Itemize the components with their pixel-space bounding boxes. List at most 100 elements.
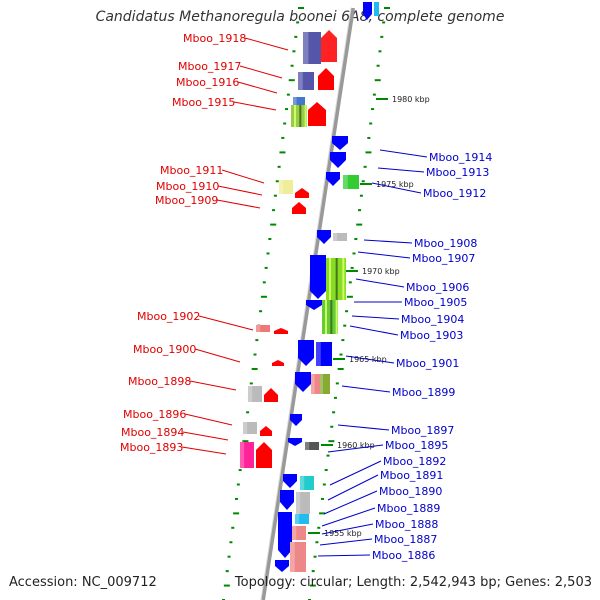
- right-gene-leader-line: [377, 167, 425, 173]
- right-gene-leader-line: [317, 554, 371, 557]
- gene-block-shade: [303, 32, 309, 64]
- left-gene-leader-line: [184, 413, 233, 426]
- reverse-gene-arrow: [290, 414, 302, 426]
- gene-block: [305, 442, 319, 450]
- left-gene-leader-line: [217, 185, 263, 196]
- left-gene-label: Mboo_1915: [172, 96, 235, 109]
- left-gene-leader-line: [182, 431, 229, 441]
- right-gene-label: Mboo_1906: [406, 281, 469, 294]
- gene-block-stripe: [329, 258, 331, 300]
- right-gene-leader-line: [357, 251, 411, 259]
- reverse-gene-arrow: [278, 512, 292, 558]
- forward-gene-arrow: [274, 328, 288, 334]
- right-gene-leader-line: [327, 444, 384, 453]
- gene-block: [316, 342, 332, 366]
- reverse-gene-arrow: [330, 152, 346, 168]
- gene-block-shade: [293, 97, 297, 105]
- gene-block-shade: [333, 233, 338, 241]
- left-gene-label: Mboo_1910: [156, 180, 219, 193]
- right-gene-label: Mboo_1914: [429, 151, 492, 164]
- left-gene-leader-line: [189, 380, 237, 391]
- left-gene-leader-line: [233, 101, 277, 111]
- right-gene-label: Mboo_1888: [375, 518, 438, 531]
- forward-gene-arrow: [308, 102, 326, 126]
- kbp-marker-label: 1975 kbp: [376, 180, 414, 189]
- kbp-marker-label: 1980 kbp: [392, 95, 430, 104]
- right-gene-leader-line: [349, 325, 399, 336]
- right-gene-leader-line: [337, 424, 390, 431]
- left-gene-leader-line: [216, 199, 261, 209]
- forward-gene-arrow: [295, 188, 309, 198]
- right-gene-label: Mboo_1899: [392, 386, 455, 399]
- gene-block: [343, 175, 359, 189]
- gene-block: [320, 374, 330, 394]
- gene-block-stripe: [335, 300, 338, 334]
- forward-gene-arrow: [264, 388, 278, 402]
- forward-gene-arrow: [321, 30, 337, 62]
- figure-title: Candidatus Methanoregula boonei 6A8, com…: [95, 9, 505, 25]
- gene-block: [293, 97, 305, 105]
- kbp-marker-label: 1970 kbp: [362, 267, 400, 276]
- left-gene-label: Mboo_1918: [183, 32, 246, 45]
- left-gene-leader-line: [198, 315, 254, 331]
- right-gene-leader-line: [371, 182, 422, 194]
- left-gene-label: Mboo_1909: [155, 194, 218, 207]
- gene-block: [290, 542, 306, 572]
- reverse-gene-arrow: [332, 136, 348, 150]
- gene-block-shade: [256, 325, 261, 332]
- reverse-gene-arrow: [298, 340, 314, 366]
- gene-block-shade: [243, 422, 248, 434]
- left-gene-leader-line: [221, 169, 265, 184]
- gene-block-shade: [298, 72, 303, 90]
- gene-block-shade: [316, 342, 321, 366]
- right-gene-leader-line: [327, 474, 379, 501]
- reverse-gene-arrow: [288, 438, 302, 446]
- topology-text: Topology: circular; Length: 2,542,943 bp…: [234, 575, 592, 590]
- forward-gene-arrow: [292, 202, 306, 214]
- right-gene-leader-line: [319, 538, 373, 546]
- gene-block: [292, 526, 306, 540]
- gene-block: [240, 442, 254, 468]
- gene-block-shade: [311, 374, 315, 394]
- left-gene-label: Mboo_1896: [123, 408, 186, 421]
- reverse-gene-arrow: [310, 255, 326, 299]
- right-gene-label: Mboo_1895: [385, 439, 448, 452]
- accession-text: Accession: NC_009712: [9, 575, 157, 590]
- right-gene-label: Mboo_1892: [383, 455, 446, 468]
- right-gene-leader-line: [323, 490, 378, 515]
- left-gene-leader-line: [237, 81, 278, 94]
- reverse-gene-arrow: [326, 172, 340, 186]
- left-gene-label: Mboo_1917: [178, 60, 241, 73]
- reverse-gene-arrow: [317, 230, 331, 244]
- right-gene-label: Mboo_1907: [412, 252, 475, 265]
- reverse-gene-arrow: [295, 372, 311, 392]
- gene-block: [248, 386, 262, 402]
- right-gene-leader-line: [341, 385, 391, 393]
- gene-block: [291, 105, 307, 127]
- forward-gene-arrow: [318, 68, 334, 90]
- gene-block-stripe: [294, 105, 296, 127]
- left-gene-leader-line: [181, 446, 227, 455]
- left-gene-label: Mboo_1894: [121, 426, 184, 439]
- left-gene-label: Mboo_1911: [160, 164, 223, 177]
- right-gene-leader-line: [379, 149, 428, 158]
- right-gene-leader-line: [351, 315, 400, 320]
- right-gene-label: Mboo_1886: [372, 549, 435, 562]
- right-gene-leader-line: [321, 507, 376, 527]
- right-gene-leader-line: [363, 239, 413, 244]
- right-gene-label: Mboo_1901: [396, 357, 459, 370]
- right-gene-label: Mboo_1912: [423, 187, 486, 200]
- gene-block: [374, 2, 379, 16]
- right-gene-label: Mboo_1897: [391, 424, 454, 437]
- left-gene-label: Mboo_1900: [133, 343, 196, 356]
- gene-block: [300, 476, 314, 490]
- right-gene-leader-line: [329, 460, 382, 486]
- kbp-marker-label: 1960 kbp: [337, 441, 375, 450]
- gene-block: [295, 514, 309, 524]
- right-gene-label: Mboo_1904: [401, 313, 464, 326]
- gene-block: [322, 300, 338, 334]
- gene-block-stripe: [325, 300, 327, 334]
- gene-block-shade: [292, 526, 297, 540]
- right-gene-label: Mboo_1887: [374, 533, 437, 546]
- left-gene-label: Mboo_1898: [128, 375, 191, 388]
